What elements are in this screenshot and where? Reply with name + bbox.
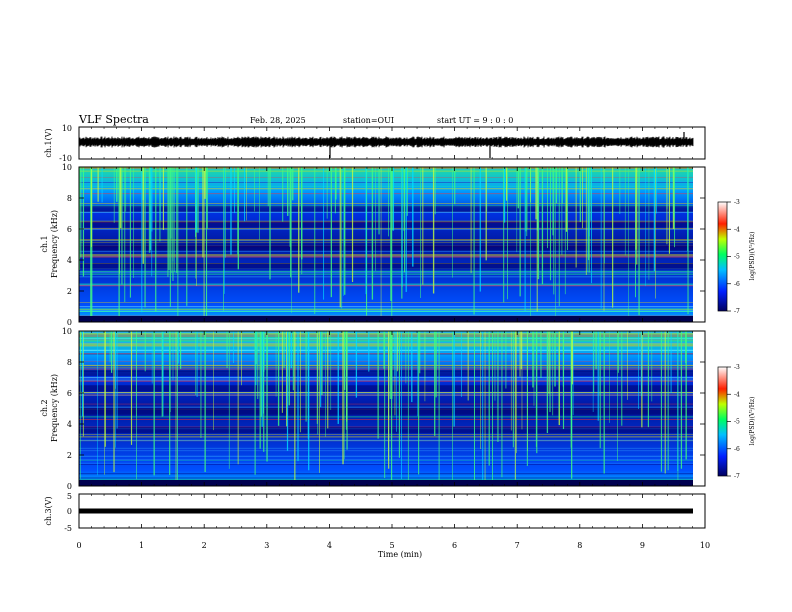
x-tick-label: 6	[452, 541, 457, 550]
ch1-spec-ylabel-1: ch.1	[40, 235, 49, 252]
ch3-ylabel: ch.3(V)	[44, 496, 53, 525]
start-time-label: start UT = 9 : 0 : 0	[437, 116, 513, 125]
ch2-spectrogram-panel: 0 2 4 6 8 10 ch.2 Frequency (kHz)	[40, 327, 706, 491]
date-label: Feb. 28, 2025	[250, 116, 306, 125]
ch1-ytick-bottom: -10	[59, 154, 72, 163]
ch3-ytick-top: 5	[67, 492, 72, 501]
x-tick-label: 3	[264, 541, 269, 550]
freq-tick-label: 2	[67, 287, 72, 296]
ch1-spectrogram-panel: 0 2 4 6 8 10 ch.1 Frequency (kHz)	[40, 163, 706, 327]
freq-tick-label: 4	[67, 420, 72, 429]
x-tick-label: 9	[640, 541, 645, 550]
ch3-ytick-mid: 0	[67, 507, 72, 516]
station-label: station=OUI	[343, 116, 394, 125]
x-tick-label: 8	[577, 541, 582, 550]
dark-band	[79, 427, 693, 434]
x-tick-label: 2	[202, 541, 207, 550]
colorbar-tick-label: -3	[734, 199, 740, 206]
ch2-spectrogram-features	[79, 331, 693, 486]
freq-tick-label: 6	[67, 225, 72, 234]
freq-tick-label: 4	[67, 256, 72, 265]
ch1-ytick-top: 10	[62, 124, 72, 133]
dark-band	[79, 221, 693, 228]
freq-tick-label: 0	[67, 482, 72, 491]
dark-band	[79, 205, 693, 212]
colorbar-tick-label: -4	[734, 391, 740, 398]
ch1-colorbar-label: log(PSD)(V²/Hz)	[749, 232, 756, 281]
freq-tick-label: 6	[67, 389, 72, 398]
freq-tick-label: 10	[62, 327, 72, 336]
freq-tick-label: 10	[62, 163, 72, 172]
dark-band	[79, 244, 693, 251]
ch1-colorbar: -3 -4 -5 -6 -7 log(PSD)(V²/Hz)	[717, 199, 756, 315]
colorbar-tick-label: -7	[734, 308, 740, 315]
freq-tick-label: 0	[67, 318, 72, 327]
x-tick-label: 0	[76, 541, 81, 550]
dark-band	[79, 263, 693, 270]
ch1-waveform-line	[78, 132, 694, 158]
dark-band	[79, 369, 693, 376]
x-tick-label: 1	[139, 541, 144, 550]
dark-band	[79, 385, 693, 392]
ch1-spec-ylabel-2: Frequency (kHz)	[50, 210, 59, 278]
colorbar-tick-label: -5	[734, 419, 740, 426]
x-tick-label: 4	[327, 541, 332, 550]
x-tick-label: 7	[515, 541, 520, 550]
freq-tick-label: 8	[67, 194, 72, 203]
colorbar-tick-label: -4	[734, 226, 740, 233]
x-axis-label: Time (min)	[378, 550, 422, 559]
colorbar-tick-label: -7	[734, 473, 740, 480]
ch2-colorbar: -3 -4 -5 -6 -7 log(PSD)(V²/Hz)	[717, 364, 756, 480]
colorbar-tick-label: -6	[734, 281, 740, 288]
ch1-waveform-trace	[78, 136, 694, 148]
x-tick-label: 10	[700, 541, 710, 550]
freq-tick-label: 2	[67, 451, 72, 460]
ch1-waveform-panel: 10 -10 ch.1(V)	[44, 124, 706, 163]
colorbar-tick-label: -3	[734, 364, 740, 371]
colorbar-tick-label: -6	[734, 446, 740, 453]
freq-tick-label: 8	[67, 358, 72, 367]
x-tick-label: 5	[389, 541, 394, 550]
figure-title: VLF Spectra	[78, 113, 149, 126]
dark-band	[79, 408, 693, 415]
ch1-spectrogram-features	[79, 166, 693, 322]
ch2-colorbar-label: log(PSD)(V²/Hz)	[749, 397, 756, 446]
x-axis-ticks: 0 1 2 3 4 5 6 7 8 9 10	[76, 127, 710, 550]
ch1-ylabel: ch.1(V)	[44, 128, 53, 157]
low-freq-strip	[79, 480, 693, 486]
ch2-spec-ylabel-2: Frequency (kHz)	[50, 374, 59, 442]
ch3-ytick-bottom: -5	[64, 524, 72, 533]
ch2-spec-ylabel-1: ch.2	[40, 399, 49, 416]
colorbar-tick-label: -5	[734, 254, 740, 261]
low-freq-strip	[79, 316, 693, 322]
ch3-waveform-panel: 5 0 -5 ch.3(V)	[44, 492, 706, 533]
